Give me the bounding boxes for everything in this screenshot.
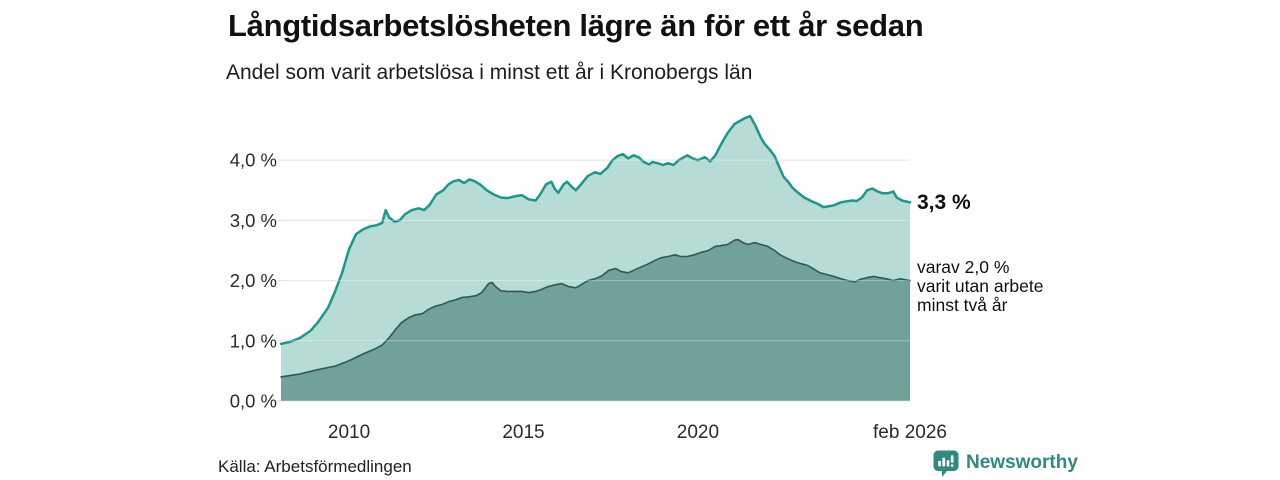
brand-name: Newsworthy [966, 452, 1078, 473]
y-tick-label: 1,0 % [230, 330, 277, 351]
y-tick-label: 4,0 % [230, 150, 277, 171]
x-tick-label: feb 2026 [873, 422, 947, 443]
source-note: Källa: Arbetsförmedlingen [218, 457, 412, 476]
y-tick-label: 2,0 % [230, 270, 277, 291]
x-tick-label: 2020 [677, 422, 719, 443]
series-area [281, 239, 910, 401]
latest-value-label: 3,3 % [917, 191, 971, 214]
series-line [279, 114, 912, 346]
page-title: Långtidsarbetslösheten lägre än för ett … [228, 8, 924, 43]
y-tick-label: 0,0 % [230, 391, 277, 412]
newsworthy-bubble-chart-icon [933, 450, 959, 477]
newsworthy-logo: Newsworthy [933, 450, 1078, 478]
x-tick-label: 2010 [328, 422, 370, 443]
x-tick-label: 2015 [502, 422, 544, 443]
y-tick-label: 3,0 % [230, 210, 277, 231]
series-line [280, 238, 911, 378]
subset-note-label: varav 2,0 % varit utan arbete minst två … [917, 257, 1044, 315]
chart-subtitle: Andel som varit arbetslösa i minst ett å… [226, 61, 753, 84]
